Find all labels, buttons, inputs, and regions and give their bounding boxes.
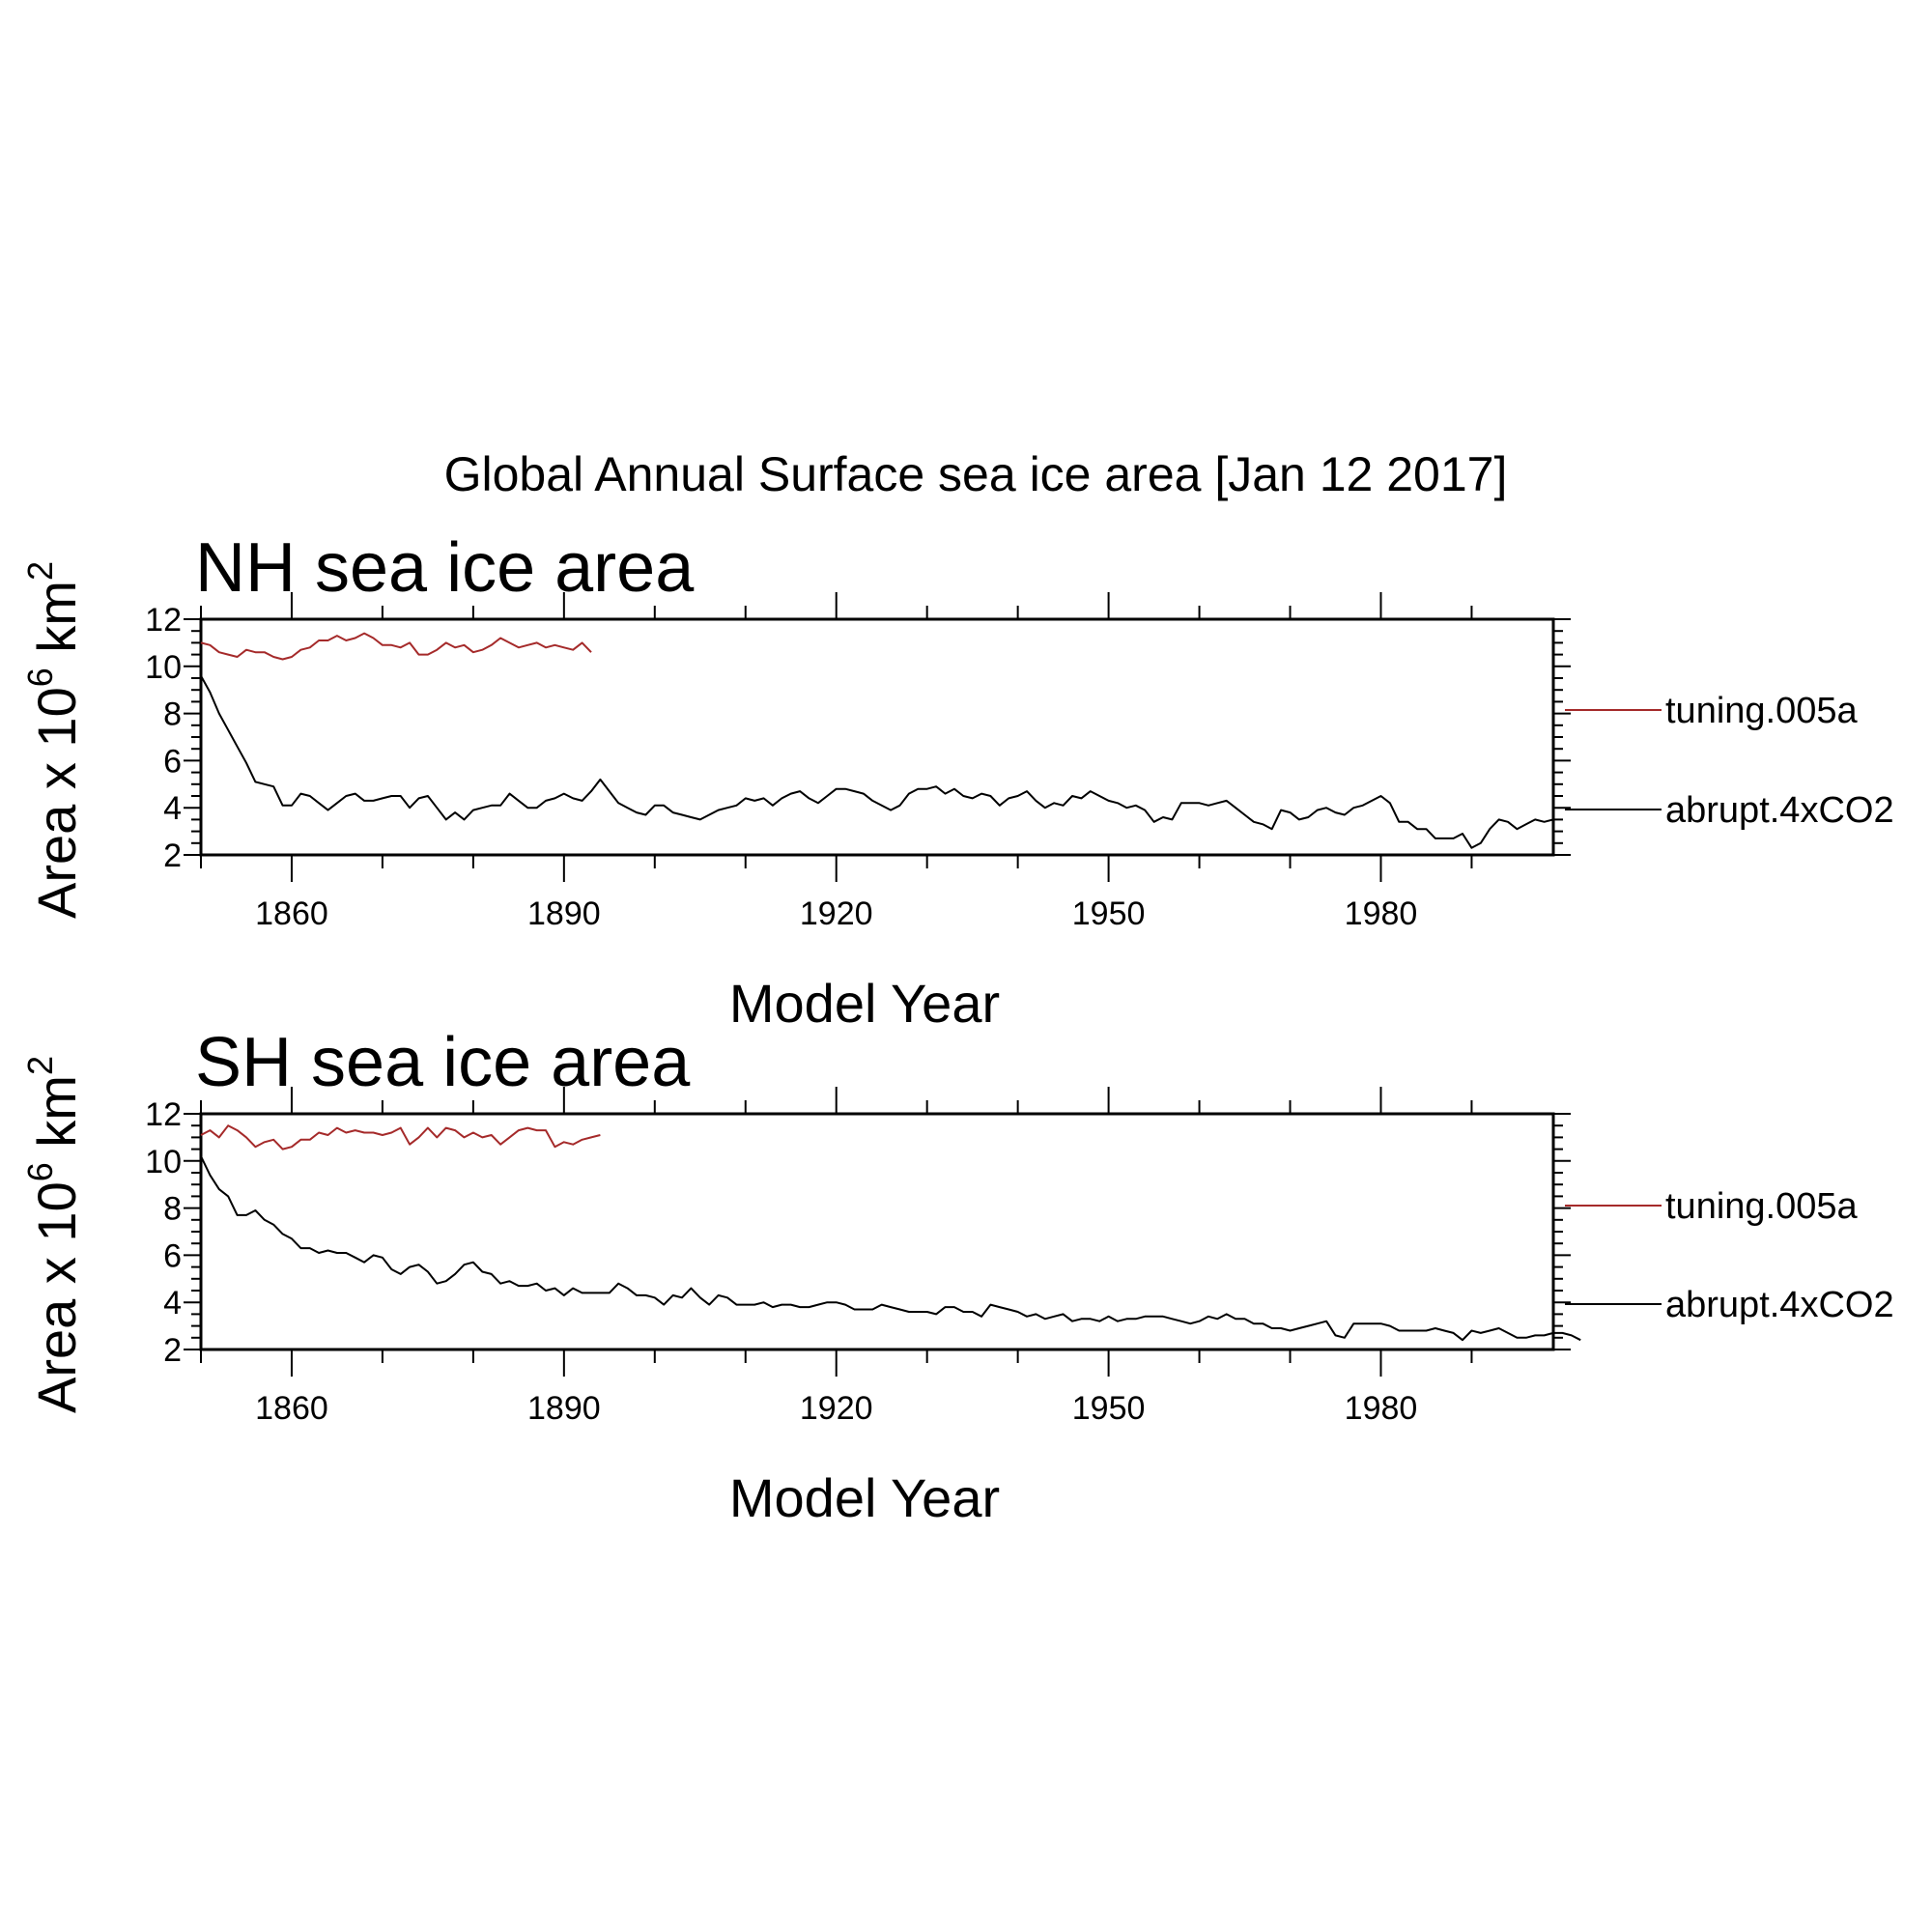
y-label-exponent: 6: [20, 668, 60, 687]
y-tick-label: 2: [163, 838, 182, 874]
y-tick-label: 10: [145, 649, 182, 686]
x-tick-label: 1860: [255, 1390, 328, 1427]
series-line-abrupt: [200, 675, 1554, 849]
y-label-unit: km: [26, 581, 87, 668]
y-tick-label: 4: [163, 790, 182, 827]
legend-label: abrupt.4xCO2: [1665, 1285, 1894, 1325]
y-tick-label: 4: [163, 1285, 182, 1321]
legend-entry-abrupt: abrupt.4xCO2: [1565, 790, 1894, 831]
y-tick-label: 12: [145, 1096, 182, 1133]
legend-label: tuning.005a: [1665, 691, 1858, 731]
y-label-exponent: 6: [20, 1162, 60, 1181]
x-tick-label: 1950: [1072, 1390, 1146, 1427]
series-line-tuning: [200, 632, 592, 661]
y-tick-label: 8: [163, 1191, 182, 1228]
x-tick-label: 1950: [1072, 895, 1146, 932]
legend-entry-abrupt: abrupt.4xCO2: [1565, 1285, 1894, 1325]
x-axis-label: Model Year: [729, 973, 1000, 1034]
x-tick-label: 1920: [800, 895, 873, 932]
x-tick-label: 1860: [255, 895, 328, 932]
y-label-unit: km: [26, 1075, 87, 1162]
plot-area: 1860 1890 1920 1950 1980 2 4 6 8 10 12: [145, 592, 1571, 932]
figure-title: Global Annual Surface sea ice area [Jan …: [444, 447, 1508, 501]
y-axis-label: Area x 106 km2: [20, 561, 87, 919]
legend: tuning.005a abrupt.4xCO2: [1565, 691, 1894, 831]
x-tick-label: 1920: [800, 1390, 873, 1427]
legend-entry-tuning: tuning.005a: [1565, 691, 1858, 731]
panel-title: SH sea ice area: [195, 1024, 691, 1101]
nh-panel: NH sea ice area Model Year Area x 106 km…: [20, 529, 1894, 1034]
y-tick-label: 12: [145, 602, 182, 639]
plot-area: 1860 1890 1920 1950 1980 2 4 6 8 10 12: [145, 1087, 1581, 1427]
sh-panel: SH sea ice area Model Year Area x 106 km…: [20, 1024, 1894, 1528]
legend: tuning.005a abrupt.4xCO2: [1565, 1186, 1894, 1325]
y-label-unit-exponent: 2: [20, 561, 60, 581]
x-tick-label: 1980: [1345, 1390, 1418, 1427]
y-tick-label: 6: [163, 1237, 182, 1274]
legend-label: tuning.005a: [1665, 1186, 1858, 1227]
y-tick-label: 6: [163, 743, 182, 780]
y-label-prefix: Area x 10: [26, 687, 87, 919]
y-label-unit-exponent: 2: [20, 1056, 60, 1075]
series-line-tuning: [200, 1124, 601, 1151]
legend-label: abrupt.4xCO2: [1665, 790, 1894, 831]
y-axis-label: Area x 106 km2: [20, 1056, 87, 1413]
x-tick-label: 1980: [1345, 895, 1418, 932]
series-line-abrupt: [200, 1155, 1581, 1342]
x-tick-label: 1890: [527, 895, 601, 932]
legend-entry-tuning: tuning.005a: [1565, 1186, 1858, 1227]
y-tick-label: 8: [163, 696, 182, 733]
x-tick-label: 1890: [527, 1390, 601, 1427]
panel-title: NH sea ice area: [195, 529, 695, 607]
x-axis-label: Model Year: [729, 1467, 1000, 1528]
y-label-prefix: Area x 10: [26, 1181, 87, 1413]
y-tick-label: 10: [145, 1144, 182, 1180]
y-tick-label: 2: [163, 1332, 182, 1369]
